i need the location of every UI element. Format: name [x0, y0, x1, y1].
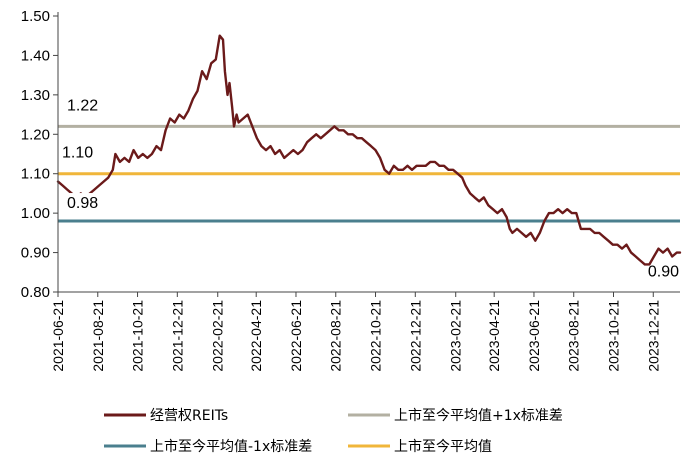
y-tick-label: 1.40: [21, 47, 50, 64]
x-tick-label: 2021-08-21: [90, 300, 106, 372]
x-tick-label: 2022-06-21: [288, 300, 304, 372]
series-line-0: [56, 34, 682, 266]
x-tick-label: 2023-10-21: [605, 300, 621, 372]
x-tick-label: 2021-12-21: [169, 300, 185, 372]
reference-lines: [58, 124, 680, 223]
y-tick-label: 1.30: [21, 87, 50, 104]
x-tick-label: 2022-02-21: [210, 300, 226, 372]
legend-label-3: 上市至今平均值: [394, 438, 492, 455]
x-tick-label: 2023-06-21: [526, 300, 542, 372]
y-tick-label: 0.80: [21, 284, 50, 301]
x-tick-label: 2023-04-21: [486, 300, 502, 372]
y-tick-label: 1.50: [21, 8, 50, 25]
x-tick-label: 2022-08-21: [328, 300, 344, 372]
reference-label-bg: [64, 95, 108, 116]
legend-label-2: 上市至今平均值-1x标准差: [150, 438, 312, 455]
reference-label-bg: [59, 142, 103, 163]
legend-label-0: 经营权REITs: [150, 408, 228, 424]
x-tick-label: 2021-06-21: [50, 300, 66, 372]
reference-label-bg: [64, 193, 108, 214]
y-tick-label: 1.10: [21, 166, 50, 183]
legend-label-1: 上市至今平均值+1x标准差: [394, 407, 563, 424]
x-tick-label: 2023-08-21: [566, 300, 582, 372]
x-tick-label: 2022-04-21: [248, 300, 264, 372]
y-tick-label: 1.00: [21, 205, 50, 222]
x-tick-label: 2022-12-21: [407, 300, 423, 372]
reference-label-2: 0.98: [67, 195, 98, 212]
x-tick-label: 2022-10-21: [368, 300, 384, 372]
reference-label-1: 1.10: [62, 145, 93, 162]
end-value-label: 0.90: [648, 264, 679, 281]
series-layer: [56, 34, 682, 266]
reference-labels: 1.22 1.10 0.98 0.90: [59, 95, 679, 281]
x-tick-label: 2023-02-21: [448, 300, 464, 372]
y-tick-label: 0.90: [21, 245, 50, 262]
axes: 1.50 1.40 1.30 1.20 1.10 1.00 0.90 0.802021-06-…: [21, 8, 680, 372]
x-tick-label: 2021-10-21: [130, 300, 146, 372]
x-tick-label: 2023-12-21: [645, 300, 661, 372]
y-tick-label: 1.20: [21, 126, 50, 143]
reference-label-0: 1.22: [67, 97, 98, 114]
